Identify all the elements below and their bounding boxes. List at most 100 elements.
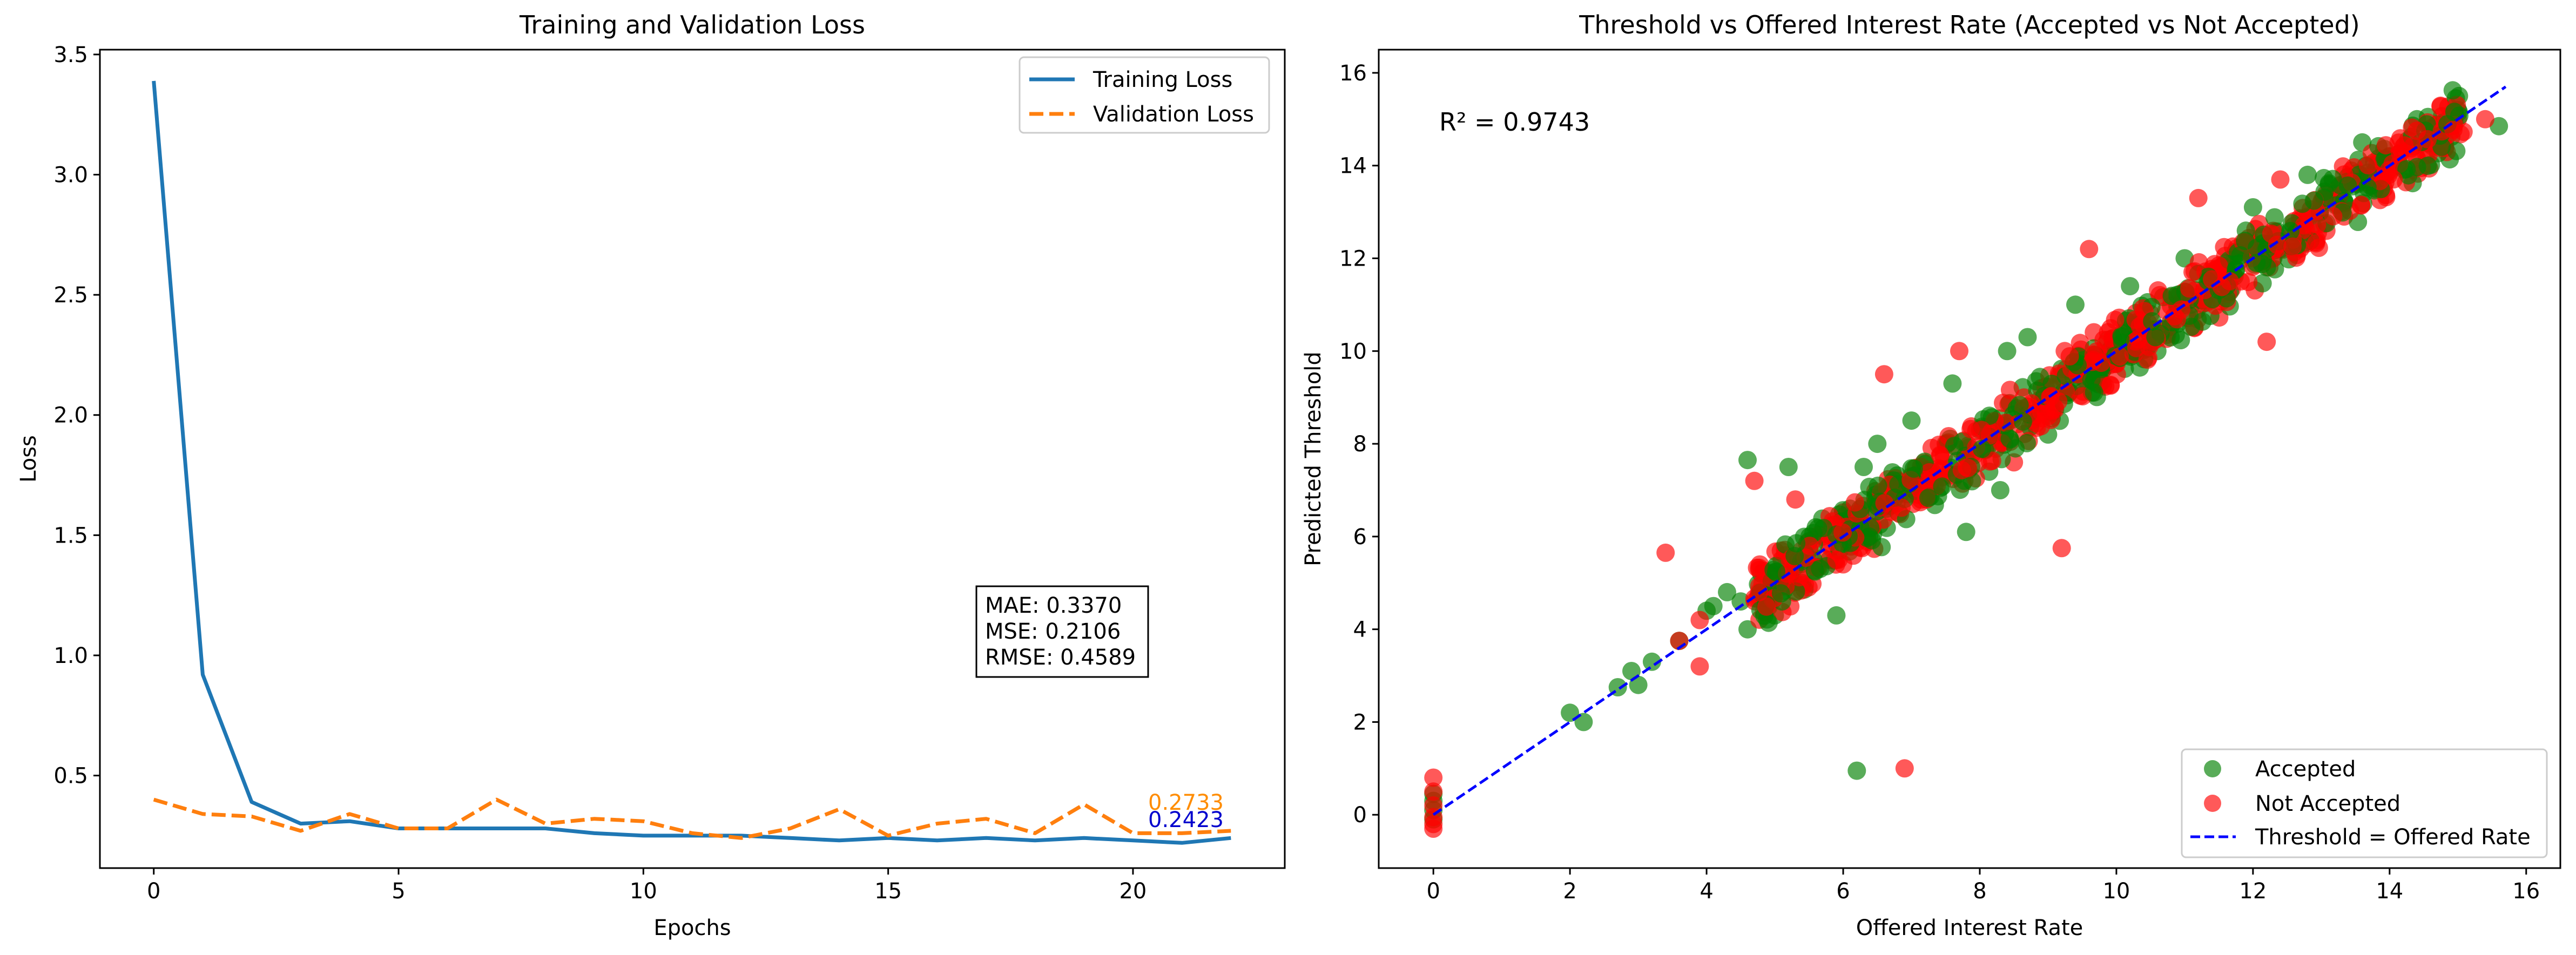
not-accepted-point [2257, 333, 2276, 351]
not-accepted-point [2126, 310, 2145, 329]
accepted-point [2175, 249, 2194, 268]
not-accepted-point [1950, 342, 1968, 361]
not-accepted-point [1424, 782, 1443, 801]
scatter-x-tick-label: 0 [1426, 879, 1440, 904]
accepted-point [2013, 412, 2032, 431]
accepted-point [1814, 519, 1833, 538]
not-accepted-point [2239, 273, 2258, 292]
legend-label-reference: Threshold = Offered Rate [2255, 825, 2531, 850]
accepted-point [1991, 481, 2009, 499]
not-accepted-point [1690, 657, 1709, 676]
not-accepted-point [1959, 458, 1978, 477]
scatter-x-tick-label: 10 [2102, 879, 2130, 904]
scatter-legend: Accepted Not Accepted Threshold = Offere… [2181, 748, 2548, 858]
not-accepted-point [2352, 195, 2371, 214]
accepted-point [1904, 459, 1923, 478]
loss-chart-title: Training and Validation Loss [519, 10, 865, 39]
scatter-y-tick-label: 8 [1353, 432, 1367, 457]
not-accepted-point [2101, 375, 2120, 394]
scatter-y-axis-label: Predicted Threshold [1301, 351, 1326, 566]
loss-y-tick-label: 2.0 [53, 403, 88, 428]
not-accepted-point [2308, 215, 2327, 234]
loss-x-tick-label: 10 [630, 879, 657, 904]
not-accepted-point [1690, 611, 1709, 629]
accepted-point [2265, 208, 2284, 227]
accepted-point [2243, 198, 2262, 216]
accepted-point [2253, 274, 2272, 293]
accepted-point [1766, 562, 1785, 581]
not-accepted-point [1786, 490, 1805, 509]
accepted-point [2490, 117, 2508, 136]
accepted-point [1951, 480, 1970, 499]
legend-label-training: Training Loss [1093, 67, 1232, 92]
accepted-point [2010, 396, 2029, 415]
not-accepted-point [2384, 170, 2403, 189]
not-accepted-point [1750, 558, 1769, 577]
accepted-point [2066, 295, 2085, 314]
accepted-point [1957, 523, 1975, 541]
reference-line-path [1432, 85, 2507, 816]
not-accepted-point [2052, 539, 2071, 558]
scatter-y-tick-label: 6 [1353, 525, 1367, 550]
not-accepted-point [1895, 759, 1914, 778]
loss-y-tick-label: 2.5 [53, 283, 88, 308]
loss-x-tick-label: 5 [392, 879, 405, 904]
not-accepted-point [2213, 277, 2231, 296]
scatter-axis-ticks: 0 2 4 6 8 10 12 14 16 0 2 4 6 8 10 12 14 16 [1339, 61, 2540, 904]
accepted-point [1704, 597, 1723, 615]
validation-end-label: 0.2733 [1148, 790, 1224, 815]
not-accepted-point [2165, 307, 2184, 326]
accepted-point [2323, 170, 2342, 188]
legend-label-accepted: Accepted [2255, 757, 2356, 782]
accepted-point [1642, 652, 1661, 671]
accepted-point [2146, 328, 2165, 347]
scatter-x-tick-label: 6 [1836, 879, 1850, 904]
scatter-y-tick-label: 14 [1339, 154, 1367, 179]
accepted-point [1779, 458, 1798, 476]
loss-plot-frame [99, 49, 1286, 869]
loss-y-tick-label: 3.0 [53, 163, 88, 188]
legend-marker-not-accepted [2204, 795, 2221, 812]
not-accepted-point [2183, 263, 2202, 281]
not-accepted-point [1656, 543, 1675, 562]
not-accepted-point [2431, 97, 2450, 116]
accepted-point [1945, 437, 1964, 455]
metric-mse: MSE: 0.2106 [985, 619, 1121, 644]
loss-axis-ticks: 0 5 10 15 20 0.5 1.0 1.5 2.0 2.5 3.0 3.5 [53, 43, 1147, 904]
training-end-label: 0.2423 [1148, 808, 1224, 832]
accepted-point [2248, 238, 2267, 257]
loss-x-axis-label: Epochs [653, 916, 731, 940]
not-accepted-point [2106, 310, 2125, 329]
loss-y-tick-label: 1.0 [53, 644, 88, 668]
accepted-point [2408, 158, 2426, 177]
scatter-y-tick-label: 16 [1339, 61, 1367, 86]
not-accepted-point [1845, 493, 1864, 512]
loss-x-tick-label: 20 [1119, 879, 1147, 904]
not-accepted-point [2271, 170, 2290, 189]
scatter-x-axis-label: Offered Interest Rate [1856, 916, 2083, 940]
not-accepted-point [1875, 494, 1894, 513]
threshold-scatter-chart: Threshold vs Offered Interest Rate (Acce… [1301, 10, 2561, 940]
accepted-point [1868, 435, 1887, 453]
not-accepted-point [2180, 279, 2199, 298]
accepted-point [2172, 331, 2190, 350]
accepted-point [1731, 592, 1750, 611]
accepted-point [1855, 458, 1873, 476]
accepted-point [1902, 411, 1921, 430]
accepted-point [1919, 489, 1938, 507]
accepted-point [1998, 342, 2017, 361]
not-accepted-point [1833, 523, 1852, 542]
accepted-point [1861, 518, 1879, 537]
loss-chart: Training and Validation Loss 0 5 10 15 20 0.5… [16, 10, 1286, 940]
not-accepted-point [2127, 338, 2146, 357]
loss-y-axis-label: Loss [16, 435, 41, 483]
accepted-point [1827, 606, 1846, 625]
not-accepted-point [1745, 471, 1764, 490]
accepted-point [1787, 534, 1806, 553]
training-loss-line [152, 80, 1231, 845]
metric-mae: MAE: 0.3370 [985, 593, 1122, 618]
legend-label-not-accepted: Not Accepted [2255, 791, 2400, 816]
not-accepted-point [2395, 136, 2414, 155]
metrics-box: MAE: 0.3370 MSE: 0.2106 RMSE: 0.4589 [975, 585, 1149, 678]
not-accepted-point [2060, 347, 2079, 365]
